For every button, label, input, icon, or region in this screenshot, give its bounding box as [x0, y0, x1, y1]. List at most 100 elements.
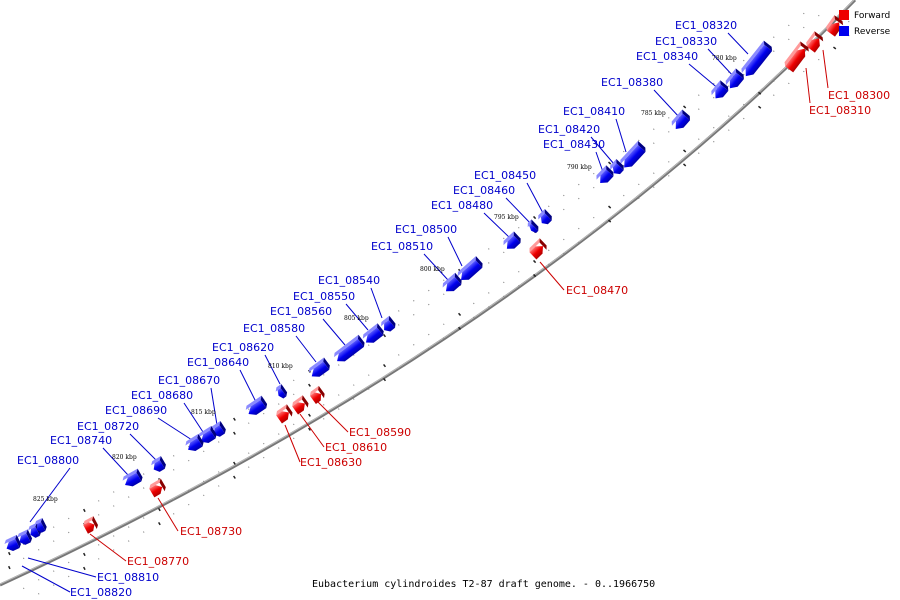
gene-label-EC1_08560[interactable]: EC1_08560: [270, 305, 332, 318]
guide-dot: [503, 295, 505, 298]
gene-EC1_08450[interactable]: [536, 209, 554, 227]
gene-label-EC1_08330[interactable]: EC1_08330: [655, 35, 717, 48]
gene-top-face: [276, 404, 287, 416]
gene-EC1_08590[interactable]: [308, 385, 326, 404]
gene-EC1_08580[interactable]: [307, 357, 332, 380]
gene-label-EC1_08420[interactable]: EC1_08420: [538, 123, 600, 136]
gene-label-EC1_08340[interactable]: EC1_08340: [636, 50, 698, 63]
gene-top-face: [151, 456, 161, 466]
gene-EC1_08430[interactable]: [594, 165, 615, 186]
gene-EC1_08820[interactable]: [3, 534, 22, 553]
gene-label-EC1_08590[interactable]: EC1_08590: [349, 426, 411, 439]
guide-dot: [97, 514, 100, 516]
gene-EC1_08560[interactable]: [332, 334, 366, 365]
gene-label-EC1_08670[interactable]: EC1_08670: [158, 374, 220, 387]
gene-label-EC1_08810[interactable]: EC1_08810: [97, 571, 159, 584]
gene-EC1_08510[interactable]: [441, 272, 464, 295]
gene-label-EC1_08460[interactable]: EC1_08460: [453, 184, 515, 197]
gene-side-face: [40, 517, 47, 531]
gene-label-EC1_08430[interactable]: EC1_08430: [543, 138, 605, 151]
gene-label-EC1_08380[interactable]: EC1_08380: [601, 76, 663, 89]
guide-dot: [608, 219, 612, 223]
guide-dot: [397, 354, 400, 356]
gene-EC1_08550[interactable]: [361, 323, 386, 346]
gene-EC1_08320[interactable]: [740, 40, 774, 80]
gene-EC1_08330[interactable]: [724, 68, 746, 91]
guide-dot: [203, 480, 205, 483]
gene-label-EC1_08690[interactable]: EC1_08690: [105, 404, 167, 417]
gene-label-EC1_08510[interactable]: EC1_08510: [371, 240, 433, 253]
gene-EC1_08690[interactable]: [184, 433, 205, 454]
gene-EC1_08810[interactable]: [16, 529, 33, 546]
gene-label-EC1_08740[interactable]: EC1_08740: [50, 434, 112, 447]
guide-dot: [113, 505, 115, 507]
leader-EC1_08740: [102, 447, 129, 476]
gene-top-face: [711, 80, 721, 96]
guide-dot: [413, 314, 415, 316]
gene-EC1_08340[interactable]: [709, 80, 730, 101]
guide-dot: [728, 85, 730, 87]
genome-backbone: [0, 0, 857, 587]
gene-label-EC1_08770[interactable]: EC1_08770: [127, 555, 189, 568]
gene-EC1_08380[interactable]: [670, 109, 692, 132]
gene-EC1_08300[interactable]: [824, 15, 844, 37]
gene-EC1_08680[interactable]: [197, 425, 218, 446]
guide-dot: [203, 450, 205, 453]
gene-label-EC1_08320[interactable]: EC1_08320: [675, 19, 737, 32]
gene-label-EC1_08450[interactable]: EC1_08450: [474, 169, 536, 182]
gene-EC1_08730[interactable]: [148, 478, 168, 498]
gene-EC1_08720[interactable]: [150, 456, 168, 474]
gene-EC1_08460[interactable]: [526, 219, 541, 234]
gene-label-EC1_08480[interactable]: EC1_08480: [431, 199, 493, 212]
gene-label-EC1_08580[interactable]: EC1_08580: [243, 322, 305, 335]
gene-EC1_08670[interactable]: [209, 420, 227, 439]
gene-EC1_08470[interactable]: [527, 238, 548, 260]
gene-label-EC1_08550[interactable]: EC1_08550: [293, 290, 355, 303]
gene-EC1_08640[interactable]: [244, 395, 269, 419]
gene-EC1_08770[interactable]: [82, 516, 100, 534]
leader-EC1_08320: [727, 32, 749, 55]
gene-label-EC1_08310[interactable]: EC1_08310: [809, 104, 871, 117]
gene-EC1_08420[interactable]: [608, 159, 626, 177]
gene-label-EC1_08540[interactable]: EC1_08540: [318, 274, 380, 287]
gene-label-EC1_08820[interactable]: EC1_08820: [70, 586, 132, 599]
gene-label-EC1_08500[interactable]: EC1_08500: [395, 223, 457, 236]
gene-label-EC1_08300[interactable]: EC1_08300: [828, 89, 890, 102]
gene-top-face: [529, 238, 540, 253]
guide-dot: [82, 552, 86, 557]
guide-dot: [563, 238, 565, 241]
guide-dot: [278, 433, 280, 435]
gene-side-face: [15, 534, 21, 548]
gene-front-face: [529, 246, 544, 260]
gene-EC1_08630[interactable]: [274, 404, 294, 424]
gene-label-EC1_08630[interactable]: EC1_08630: [300, 456, 362, 469]
gene-EC1_08620[interactable]: [274, 384, 289, 400]
gene-EC1_08410[interactable]: [618, 140, 647, 171]
gene-label-EC1_08640[interactable]: EC1_08640: [187, 356, 249, 369]
gene-front-face: [153, 460, 165, 472]
gene-side-face: [539, 238, 547, 250]
gene-EC1_08500[interactable]: [456, 256, 485, 284]
gene-label-EC1_08720[interactable]: EC1_08720: [77, 420, 139, 433]
gene-EC1_08800b[interactable]: [33, 517, 48, 534]
gene-EC1_08310b[interactable]: [783, 41, 811, 73]
gene-label-EC1_08470[interactable]: EC1_08470: [566, 284, 628, 297]
gene-label-EC1_08410[interactable]: EC1_08410: [563, 105, 625, 118]
guide-dot: [683, 105, 687, 109]
gene-EC1_08740[interactable]: [121, 468, 144, 490]
guide-dot: [188, 459, 190, 462]
gene-label-EC1_08680[interactable]: EC1_08680: [131, 389, 193, 402]
gene-label-EC1_08620[interactable]: EC1_08620: [212, 341, 274, 354]
gene-EC1_08540[interactable]: [379, 315, 397, 334]
guide-dot: [458, 326, 462, 331]
gene-label-EC1_08610[interactable]: EC1_08610: [325, 441, 387, 454]
gene-top-face: [83, 516, 94, 525]
gene-EC1_08310[interactable]: [804, 31, 825, 53]
gene-EC1_08480[interactable]: [501, 231, 522, 252]
guide-dot: [353, 398, 355, 400]
gene-label-EC1_08800[interactable]: EC1_08800: [17, 454, 79, 467]
leader-EC1_08810: [27, 557, 97, 578]
gene-EC1_08610[interactable]: [290, 395, 310, 415]
gene-front-face: [675, 113, 691, 130]
gene-label-EC1_08730[interactable]: EC1_08730: [180, 525, 242, 538]
